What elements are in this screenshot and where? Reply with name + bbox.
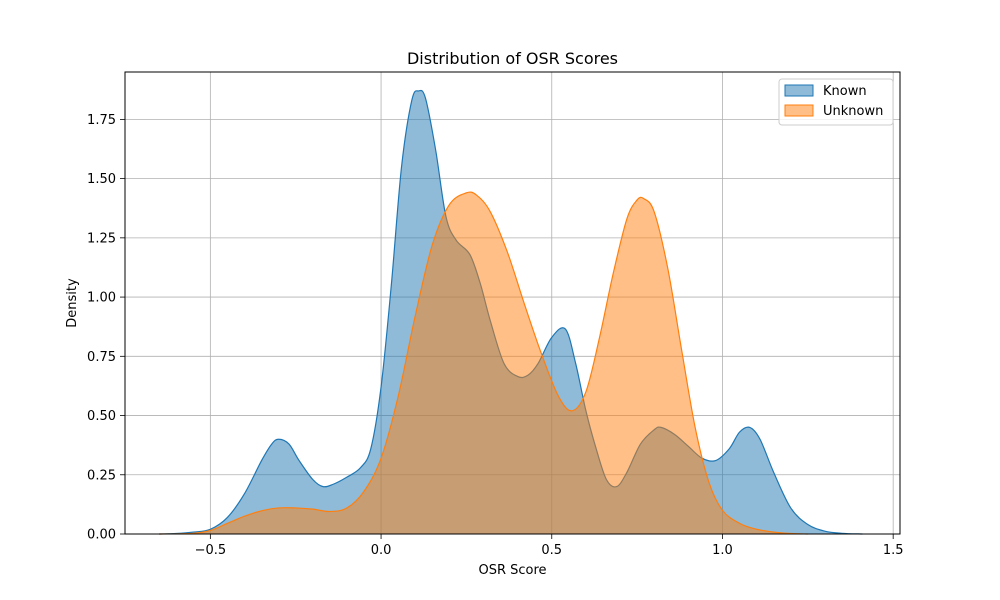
y-tick-label: 0.00 — [87, 528, 116, 543]
series-line-unknown — [159, 191, 808, 535]
x-axis-label: OSR Score — [478, 563, 546, 578]
legend-swatch-known — [784, 84, 814, 97]
y-axis-label: Density — [65, 278, 80, 328]
y-tick-label: 0.50 — [87, 409, 116, 424]
x-tick-label: −0.5 — [195, 543, 227, 558]
legend-label-known: Known — [823, 84, 867, 99]
series-area-unknown — [159, 192, 808, 535]
y-tick-label: 0.25 — [87, 468, 116, 483]
y-tick-label: 1.50 — [87, 172, 116, 187]
legend-label-unknown: Unknown — [823, 104, 883, 119]
legend: Known Unknown — [778, 78, 894, 126]
y-tick-label: 1.00 — [87, 291, 116, 306]
x-tick-label: 1.0 — [712, 543, 733, 558]
x-tick-label: 1.5 — [883, 543, 904, 558]
axes-frame — [124, 71, 901, 535]
series-layer — [159, 89, 863, 535]
y-tick-label: 1.25 — [87, 231, 116, 246]
y-tick-label: 1.75 — [87, 113, 116, 128]
chart-title: Distribution of OSR Scores — [407, 49, 618, 68]
y-tick-label: 0.75 — [87, 350, 116, 365]
x-tick-label: 0.5 — [541, 543, 562, 558]
legend-swatch-unknown — [784, 104, 814, 117]
ticks-layer: −0.5 0.0 0.5 1.0 1.5 0.00 0.25 0.50 0.75 1.00 1.25… — [87, 113, 903, 558]
x-tick-label: 0.0 — [371, 543, 392, 558]
